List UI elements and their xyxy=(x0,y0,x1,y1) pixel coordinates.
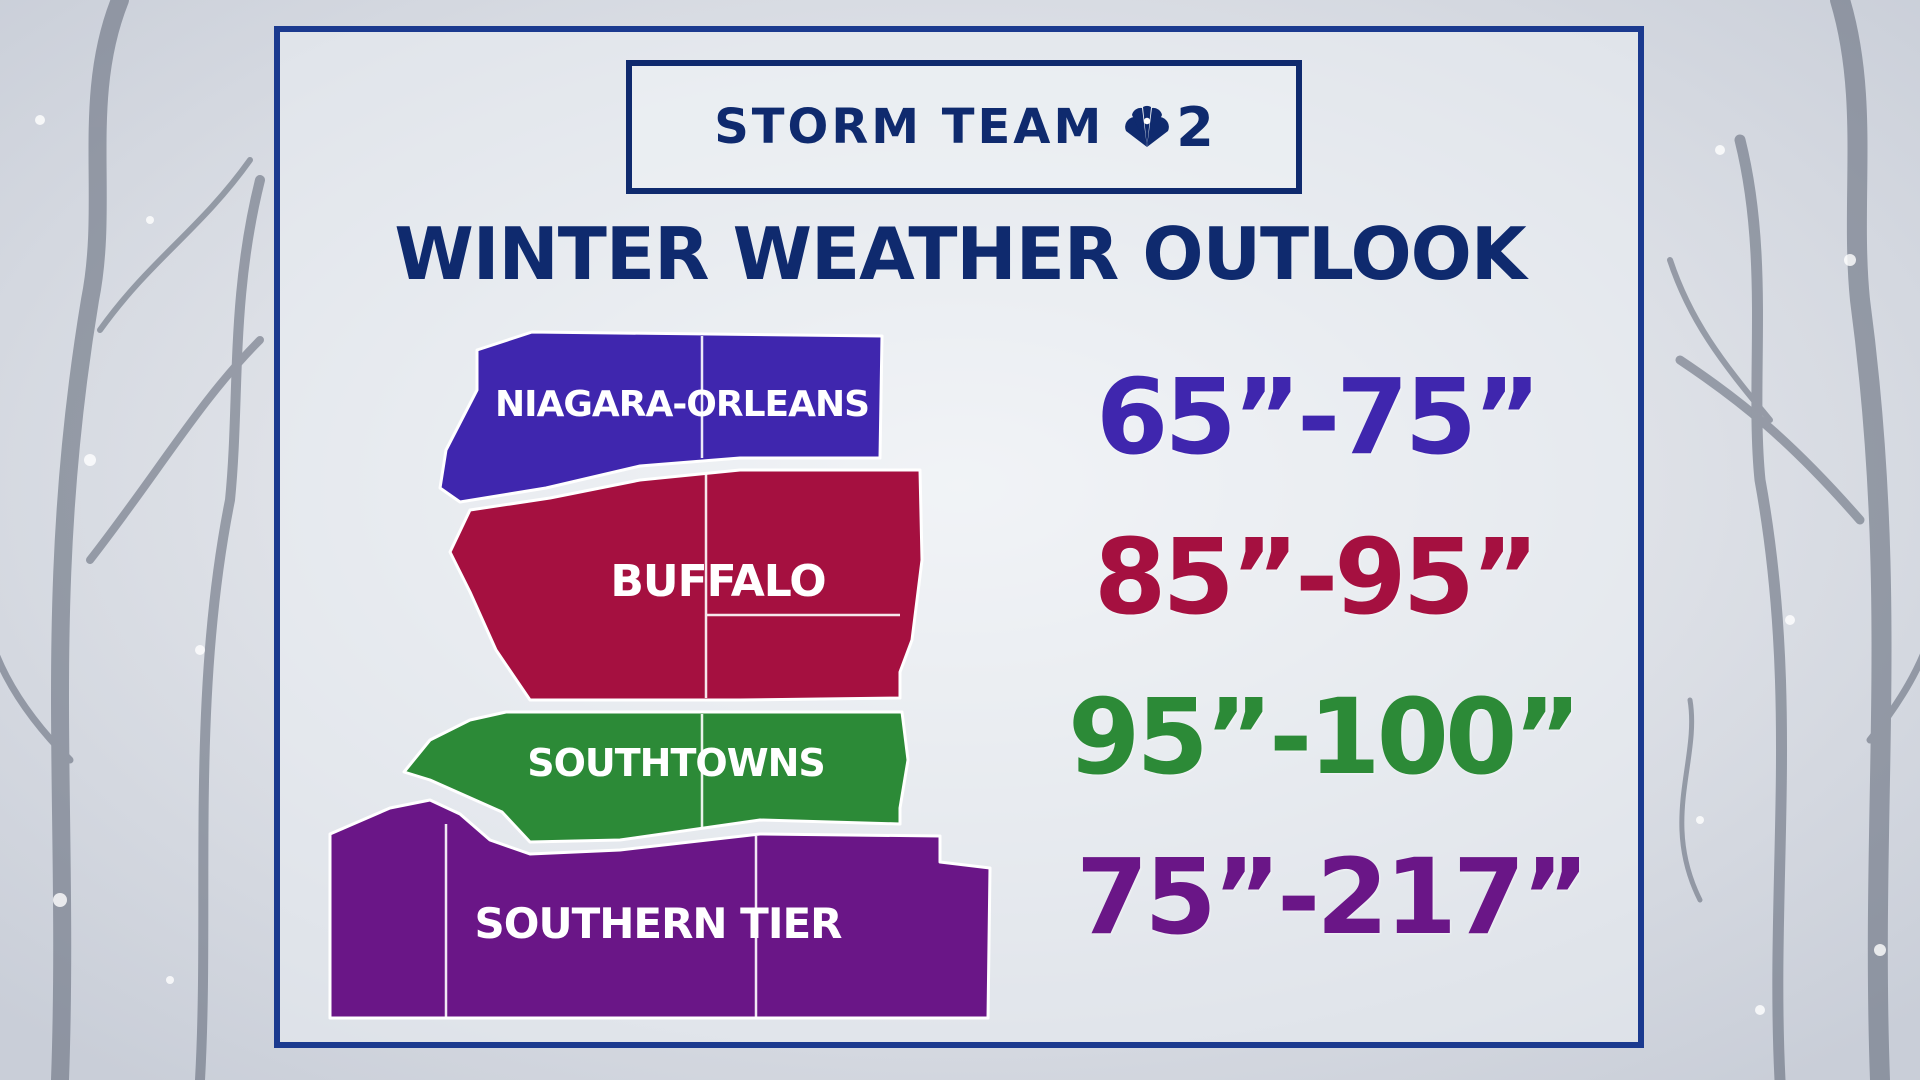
peacock-icon xyxy=(1125,105,1170,147)
snowfall-total-niagara-orleans: 65”-75” xyxy=(1096,356,1541,478)
snowfall-total-southtowns: 95”-100” xyxy=(1068,676,1582,798)
region-southern-tier xyxy=(328,798,992,1020)
region-label-southern-tier: SOUTHERN TIER xyxy=(475,899,843,948)
region-label-buffalo: BUFFALO xyxy=(610,556,825,607)
region-label-niagara-orleans: NIAGARA-ORLEANS xyxy=(495,384,869,425)
region-southtowns xyxy=(402,710,910,844)
region-label-southtowns: SOUTHTOWNS xyxy=(527,741,825,785)
snowfall-total-buffalo: 85”-95” xyxy=(1094,516,1539,638)
region-niagara-orleans xyxy=(438,330,884,504)
brand-name: STORM TEAM xyxy=(714,99,1105,155)
storm-team-logo: STORM TEAM 2 xyxy=(626,60,1302,194)
region-buffalo xyxy=(448,468,924,702)
page-title: WINTER WEATHER OUTLOOK xyxy=(394,212,1526,296)
region-map: NIAGARA-ORLEANS BUFFALO SOUTHTOWNS SOUTH… xyxy=(328,330,992,1020)
county-lines xyxy=(444,336,900,1018)
channel-number: 2 xyxy=(1176,95,1214,159)
snowfall-total-southern-tier: 75”-217” xyxy=(1076,836,1590,958)
